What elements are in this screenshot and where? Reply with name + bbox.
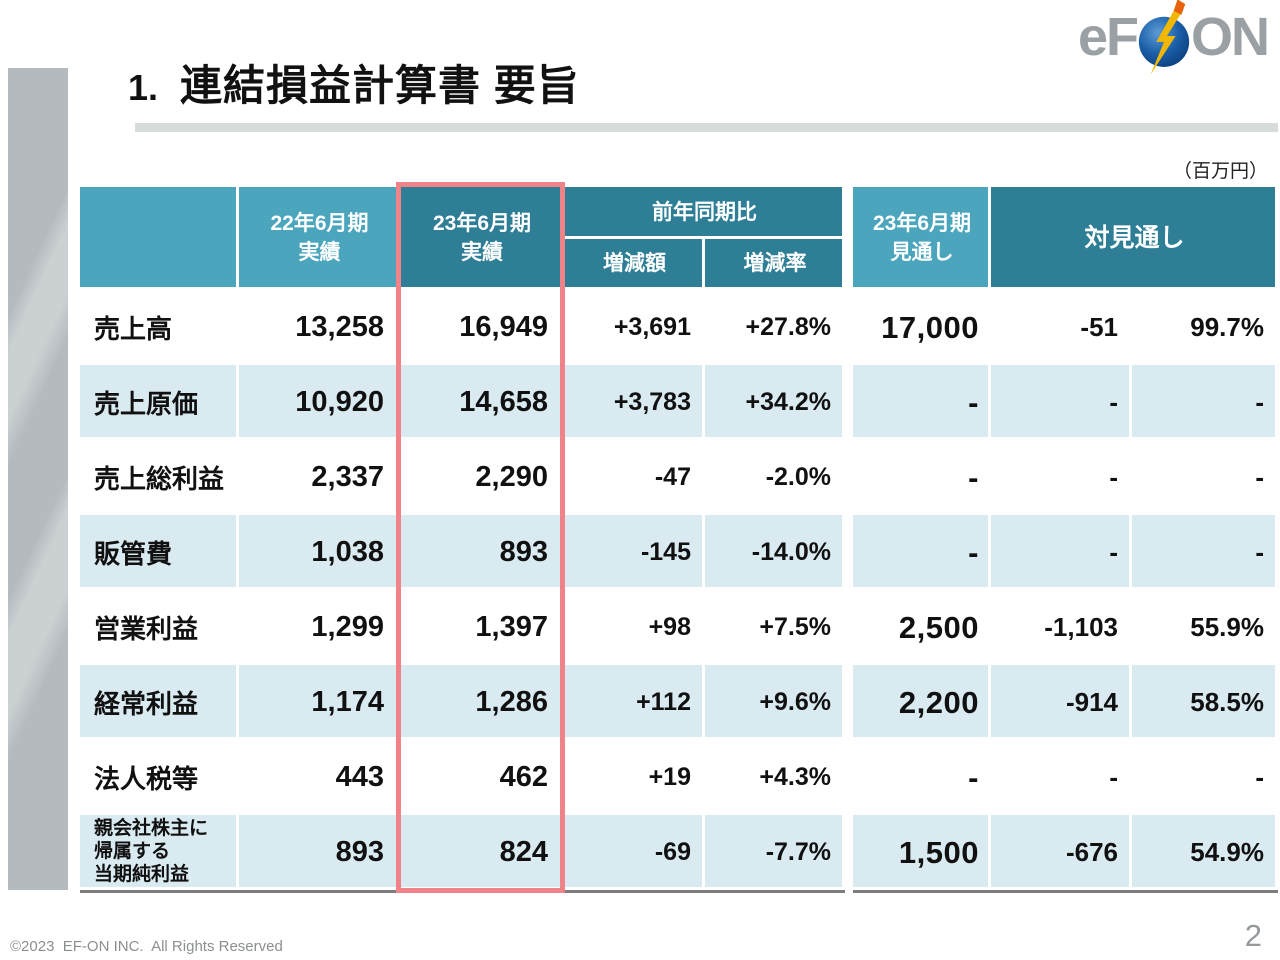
row-5-yoy-amount: +112 <box>564 665 705 740</box>
row-4-forecast: 2,500 <box>853 590 991 665</box>
header-yoy-amount: 増減額 <box>564 239 705 290</box>
row-1-yoy-amount: +3,783 <box>564 365 705 440</box>
header-yoy-rate: 増減率 <box>705 239 845 290</box>
row-6-curr: 462 <box>400 740 564 815</box>
title-text: 連結損益計算書 要旨 <box>180 62 580 109</box>
row-2-yoy-rate: -2.0% <box>705 440 845 515</box>
page-number: 2 <box>1244 918 1262 953</box>
row-6-vs-amount: - <box>991 740 1132 815</box>
logo-text-left: eF <box>1077 7 1139 67</box>
row-2-forecast: - <box>853 440 991 515</box>
row-0-prev: 13,258 <box>239 290 400 365</box>
row-7-vs-rate: 54.9% <box>1132 815 1278 890</box>
income-statement-table: 22年6月期 実績 23年6月期 実績 前年同期比 増減額 増減率 23年6月期… <box>80 187 1278 890</box>
row-4-label: 営業利益 <box>80 590 239 665</box>
title-number: 1. <box>128 67 159 108</box>
header-vs-forecast: 対見通し <box>991 187 1278 290</box>
row-3-forecast: - <box>853 515 991 590</box>
row-3-prev: 1,038 <box>239 515 400 590</box>
row-7-prev: 893 <box>239 815 400 890</box>
row-5-prev: 1,174 <box>239 665 400 740</box>
row-1-curr: 14,658 <box>400 365 564 440</box>
row-5-forecast: 2,200 <box>853 665 991 740</box>
row-2-vs-rate: - <box>1132 440 1278 515</box>
header-row-label-blank <box>80 187 239 290</box>
table-bottom-rule-left <box>80 890 845 893</box>
row-1-vs-amount: - <box>991 365 1132 440</box>
title-underline <box>135 123 1278 132</box>
table-bottom-rule-right <box>853 890 1278 893</box>
row-4-vs-rate: 55.9% <box>1132 590 1278 665</box>
row-0-vs-amount: -51 <box>991 290 1132 365</box>
row-6-yoy-amount: +19 <box>564 740 705 815</box>
slide-title: 1. 連結損益計算書 要旨 <box>128 52 580 113</box>
row-0-vs-rate: 99.7% <box>1132 290 1278 365</box>
row-6-label: 法人税等 <box>80 740 239 815</box>
row-2-prev: 2,337 <box>239 440 400 515</box>
row-0-forecast: 17,000 <box>853 290 991 365</box>
header-yoy-group: 前年同期比 <box>564 187 845 239</box>
row-0-yoy-rate: +27.8% <box>705 290 845 365</box>
row-7-label: 親会社株主に 帰属する 当期純利益 <box>80 815 239 890</box>
row-5-vs-rate: 58.5% <box>1132 665 1278 740</box>
company-logo: eF ON <box>1077 0 1270 75</box>
row-1-prev: 10,920 <box>239 365 400 440</box>
row-2-label: 売上総利益 <box>80 440 239 515</box>
row-1-yoy-rate: +34.2% <box>705 365 845 440</box>
row-1-label: 売上原価 <box>80 365 239 440</box>
row-0-curr: 16,949 <box>400 290 564 365</box>
row-5-yoy-rate: +9.6% <box>705 665 845 740</box>
row-3-yoy-amount: -145 <box>564 515 705 590</box>
row-7-yoy-rate: -7.7% <box>705 815 845 890</box>
row-3-curr: 893 <box>400 515 564 590</box>
row-1-vs-rate: - <box>1132 365 1278 440</box>
row-7-forecast: 1,500 <box>853 815 991 890</box>
row-4-yoy-rate: +7.5% <box>705 590 845 665</box>
left-decorative-bar <box>8 68 68 890</box>
unit-label: （百万円） <box>1172 161 1268 182</box>
row-4-curr: 1,397 <box>400 590 564 665</box>
row-7-yoy-amount: -69 <box>564 815 705 890</box>
row-3-vs-rate: - <box>1132 515 1278 590</box>
row-4-yoy-amount: +98 <box>564 590 705 665</box>
header-forecast: 23年6月期 見通し <box>853 187 991 290</box>
row-3-vs-amount: - <box>991 515 1132 590</box>
row-6-yoy-rate: +4.3% <box>705 740 845 815</box>
row-1-forecast: - <box>853 365 991 440</box>
row-3-yoy-rate: -14.0% <box>705 515 845 590</box>
row-2-yoy-amount: -47 <box>564 440 705 515</box>
header-curr-actual: 23年6月期 実績 <box>400 187 564 290</box>
row-2-curr: 2,290 <box>400 440 564 515</box>
row-6-forecast: - <box>853 740 991 815</box>
row-4-prev: 1,299 <box>239 590 400 665</box>
row-4-vs-amount: -1,103 <box>991 590 1132 665</box>
row-7-curr: 824 <box>400 815 564 890</box>
row-7-vs-amount: -676 <box>991 815 1132 890</box>
row-6-prev: 443 <box>239 740 400 815</box>
row-0-label: 売上高 <box>80 290 239 365</box>
row-6-vs-rate: - <box>1132 740 1278 815</box>
logo-globe-lightning-icon <box>1138 0 1190 75</box>
copyright-text: ©2023 EF-ON INC. All Rights Reserved <box>10 938 283 955</box>
header-prev-actual: 22年6月期 実績 <box>239 187 400 290</box>
row-2-vs-amount: - <box>991 440 1132 515</box>
row-5-label: 経常利益 <box>80 665 239 740</box>
row-5-vs-amount: -914 <box>991 665 1132 740</box>
logo-text-right: ON <box>1191 7 1270 67</box>
row-3-label: 販管費 <box>80 515 239 590</box>
row-0-yoy-amount: +3,691 <box>564 290 705 365</box>
row-5-curr: 1,286 <box>400 665 564 740</box>
